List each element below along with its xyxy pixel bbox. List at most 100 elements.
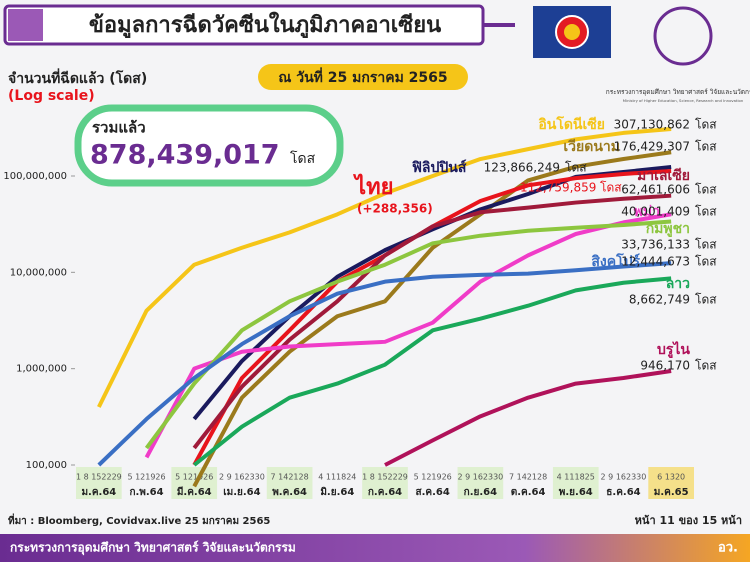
footer-short: อว. (718, 541, 738, 556)
x-tick-label: เม.ย.64 (223, 487, 260, 498)
x-tick-label: ก.พ.64 (129, 487, 163, 498)
x-day-label: 1 8 152229 (362, 473, 408, 482)
end-value-label: 307,130,862 (614, 118, 690, 132)
date: ณ วันที่ 25 มกราคม 2565 (278, 67, 447, 86)
end-value-label: 12,444,673 (621, 255, 690, 269)
month-box (648, 467, 694, 499)
total-box (74, 104, 344, 187)
unit-label: โดส (695, 183, 717, 197)
x-tick-label: ส.ค.64 (416, 487, 450, 498)
y-tick-label: 100,000 (26, 460, 67, 471)
series-line (192, 193, 672, 450)
legend-label: พม่า (634, 204, 660, 220)
series-line (144, 212, 672, 459)
end-value-label: 33,736,133 (621, 238, 690, 252)
month-box (219, 467, 265, 499)
x-tick-label: ก.ค.64 (368, 487, 402, 498)
x-day-label: 6 1320 (657, 473, 685, 482)
legend-label: ฟิลิปปินส์ (411, 159, 467, 176)
x-day-label: 2 9 162330 (601, 473, 647, 482)
x-day-label: 2 9 162330 (219, 473, 265, 482)
y-tick-label: 10,000,000 (10, 267, 67, 278)
month-box (552, 467, 599, 499)
unit-label: โดส (695, 118, 717, 132)
end-value-label: 112,759,859 (520, 181, 596, 195)
end-value-label: 40,001,409 (621, 205, 690, 219)
month-box (362, 467, 408, 499)
x-day-label: 2 9 162330 (457, 473, 503, 482)
legend-label: สิงคโปร์ (591, 252, 641, 270)
x-day-label: 7 142128 (271, 473, 309, 482)
x-tick-label: ก.ย.64 (464, 487, 497, 498)
ministry-logo-text: กระทรวงการอุดมศึกษา วิทยาศาสตร์ วิจัยและ… (606, 88, 750, 96)
x-tick-label: พ.ค.64 (272, 487, 307, 498)
date-box (258, 64, 468, 90)
legend-label: อินโดนีเซีย (538, 115, 605, 133)
month-box (123, 467, 170, 499)
plot: 100,000 1,000,000 10,000,000 100,000,000 1 8… (3, 115, 717, 499)
x-tick-label: มี.ค.64 (177, 486, 212, 498)
series-line (384, 369, 672, 467)
x-tick-label: พ.ย.64 (559, 487, 593, 498)
month-box (314, 467, 361, 499)
x-tick-label: ธ.ค.64 (606, 487, 640, 498)
x-day-label: 5 121926 (127, 473, 165, 482)
end-value-label: 8,662,749 (629, 293, 690, 307)
unit-label: โดส (565, 161, 587, 175)
flag-emblem-center (564, 24, 580, 40)
syringe-tip (8, 9, 43, 41)
month-box (457, 467, 504, 499)
y-tick-label: 1,000,000 (16, 364, 67, 375)
x-day-label: 4 111824 (318, 473, 356, 482)
end-value-label: 123,866,249 (484, 161, 560, 175)
series-line (192, 150, 672, 488)
month-box (76, 467, 122, 499)
total-label: รวมแล้ว (92, 119, 146, 137)
footer-bar (0, 534, 750, 562)
legend-label: มาเลเซีย (637, 168, 690, 184)
series-line (144, 219, 672, 450)
ministry-logo-en: Ministry of Higher Education, Science, R… (623, 98, 744, 103)
unit-label: โดส (695, 238, 717, 252)
end-value-label: 176,429,307 (614, 140, 690, 154)
x-day-label: 5 121926 (414, 473, 452, 482)
legend-label: เวียดนาม (563, 139, 620, 155)
unit-label: โดส (695, 293, 717, 307)
series-line (192, 276, 672, 467)
total-value: 878,439,017 (90, 140, 280, 171)
legend-label: กัมพูชา (646, 221, 690, 237)
x-day-label: 1 8 152229 (76, 473, 122, 482)
month-box (409, 467, 456, 499)
month-box (600, 467, 647, 499)
month-box (266, 467, 313, 499)
end-value-label: 62,461,606 (621, 183, 690, 197)
footer-ministry: กระทรวงการอุดมศึกษา วิทยาศาสตร์ วิจัยและ… (10, 541, 296, 556)
unit-label: โดส (695, 205, 717, 219)
x-tick-label: มิ.ย.64 (320, 486, 354, 498)
x-day-label: 5 121926 (175, 473, 213, 482)
unit-label: โดส (600, 181, 622, 195)
title: ข้อมูลการฉีดวัคซีนในภูมิภาคอาเซียน (89, 11, 441, 39)
x-tick-label: ม.ค.64 (81, 487, 116, 498)
y-axis-label: จำนวนที่ฉีดแล้ว (โดส) (8, 68, 147, 87)
x-day-label: 4 111825 (557, 473, 595, 482)
x-tick-label: ม.ค.65 (654, 487, 689, 498)
legend-label: ลาว (666, 276, 690, 292)
total-unit: โดส (290, 150, 316, 167)
source: ที่มา : Bloomberg, Covidvax.live 25 มกรา… (8, 513, 270, 527)
scale-note: (Log scale) (8, 88, 95, 104)
logo (653, 6, 713, 66)
series-line (97, 261, 672, 467)
month-box (505, 467, 551, 499)
legend-label: ไทย (353, 173, 393, 200)
y-tick-label: 100,000,000 (3, 171, 67, 182)
series-line (97, 127, 672, 408)
x-day-label: 7 142128 (509, 473, 547, 482)
unit-label: โดส (695, 140, 717, 154)
x-tick-label: ต.ค.64 (511, 487, 546, 498)
page-number: หน้า 11 ของ 15 หน้า (635, 514, 742, 527)
unit-label: โดส (695, 359, 717, 373)
change-label: (+288,356) (357, 202, 433, 216)
unit-label: โดส (695, 255, 717, 269)
